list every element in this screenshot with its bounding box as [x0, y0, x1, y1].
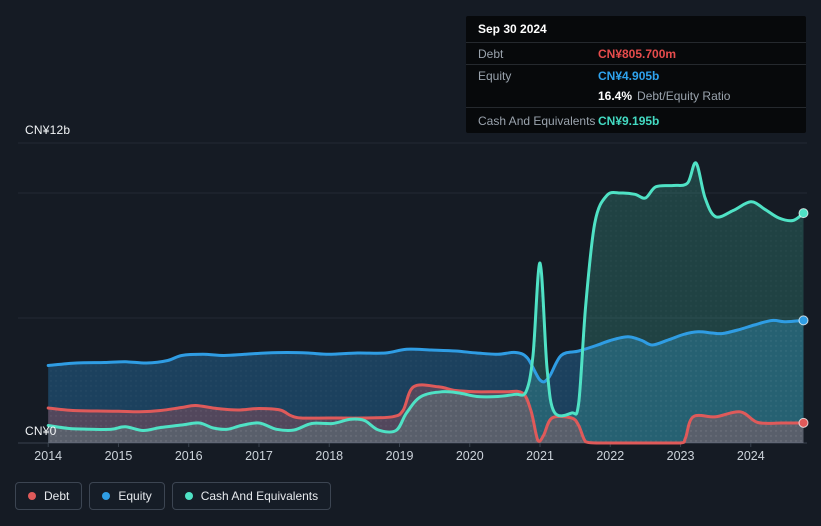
line-equity	[46, 318, 805, 384]
tooltip-equity-label: Equity	[478, 68, 512, 83]
x-axis-label: 2017	[245, 449, 273, 463]
cash-series-dot-icon	[184, 492, 193, 500]
tooltip-debt-row: Debt CN¥805.700m	[466, 43, 806, 65]
x-axis-label: 2020	[455, 449, 484, 463]
debt-series-dot-icon	[28, 492, 36, 500]
chart-legend: Debt Equity Cash And Equivalents	[15, 482, 332, 510]
tooltip-ratio-row: 16.4% Debt/Equity Ratio	[466, 86, 806, 108]
legend-item-cash[interactable]: Cash And Equivalents	[171, 482, 332, 510]
tooltip-cash-row: Cash And Equivalents CN¥9.195b	[466, 108, 806, 133]
tooltip-equity-row: Equity CN¥4.905b	[466, 65, 806, 86]
legend-debt-label: Debt	[44, 489, 70, 503]
tooltip-equity-value: CN¥4.905b	[598, 68, 660, 83]
endpoint-marker-cash-and-equivalents	[798, 208, 809, 219]
x-axis-label: 2019	[385, 449, 414, 463]
x-axis-label: 2023	[666, 449, 695, 463]
tooltip-debt-label: Debt	[478, 46, 504, 61]
tooltip-ratio-value: 16.4%	[598, 88, 633, 103]
legend-item-equity[interactable]: Equity	[89, 482, 165, 510]
legend-item-debt[interactable]: Debt	[15, 482, 83, 510]
area-texture	[48, 384, 804, 443]
line-cash-and-equivalents	[46, 161, 805, 434]
tooltip-date: Sep 30 2024	[466, 16, 806, 43]
tooltip-debt-value: CN¥805.700m	[598, 46, 677, 61]
x-axis-label: 2018	[315, 449, 344, 463]
tooltip-cash-value: CN¥9.195b	[598, 113, 660, 128]
tooltip-cash-label: Cash And Equivalents	[478, 113, 596, 128]
endpoint-marker-equity	[798, 315, 809, 326]
x-axis-label: 2022	[596, 449, 625, 463]
chart-tooltip: Sep 30 2024 Debt CN¥805.700m Equity CN¥4…	[466, 16, 806, 133]
legend-equity-label: Equity	[118, 489, 152, 503]
y-axis-zero-label: CN¥0	[25, 424, 57, 438]
y-axis-max-label: CN¥12b	[25, 123, 71, 137]
x-axis-label: 2021	[526, 449, 554, 463]
tooltip-ratio-label: Debt/Equity Ratio	[637, 88, 731, 103]
x-axis-label: 2014	[34, 449, 63, 463]
x-axis-label: 2016	[174, 449, 203, 463]
equity-series-dot-icon	[102, 492, 111, 500]
legend-cash-label: Cash And Equivalents	[200, 489, 319, 503]
x-axis-label: 2024	[736, 449, 765, 463]
endpoint-marker-debt	[798, 417, 809, 428]
x-axis-label: 2015	[104, 449, 133, 463]
area-texture	[48, 162, 804, 443]
line-debt	[46, 383, 805, 445]
